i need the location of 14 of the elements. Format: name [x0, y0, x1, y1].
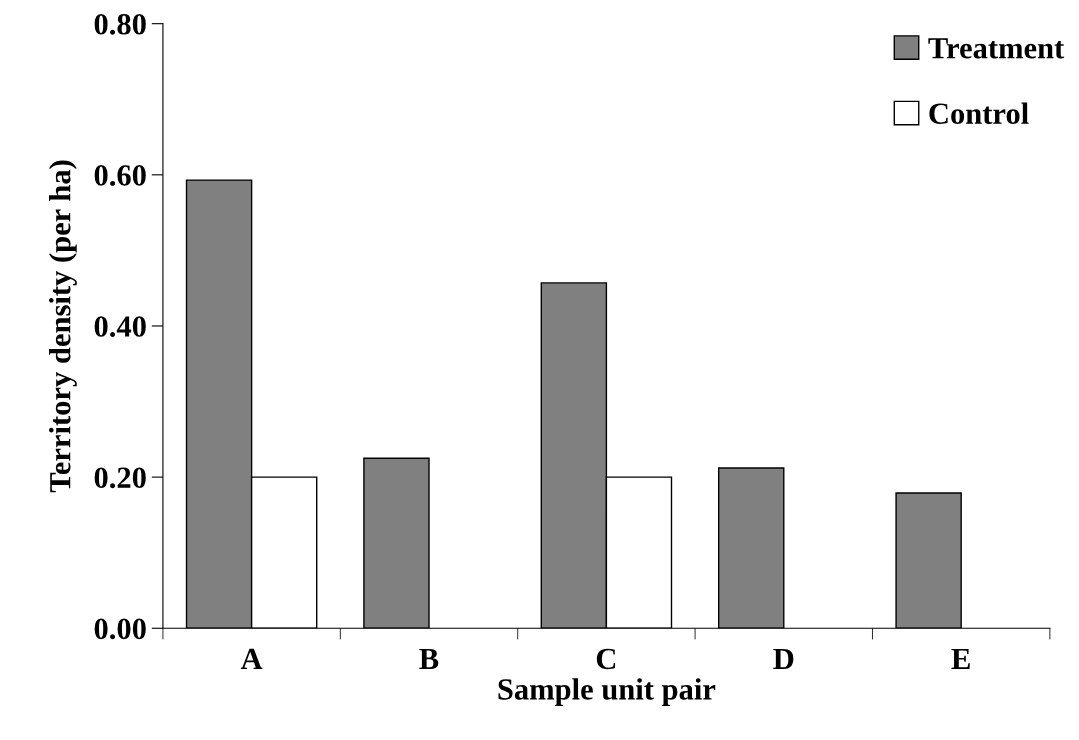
y-tick-label: 0.60	[94, 165, 146, 186]
x-tick-label: C	[596, 648, 616, 670]
x-tick-label: A	[240, 648, 263, 669]
x-tick-label: E	[951, 648, 970, 669]
y-tick-label: 0.40	[94, 316, 146, 338]
x-axis-title: Sample unit pair	[498, 678, 716, 706]
legend-label: Control	[929, 102, 1029, 124]
x-tick-label: D	[773, 648, 794, 669]
y-tick-label: 0.00	[94, 618, 146, 640]
legend-label: Treatment	[928, 38, 1065, 59]
y-tick-label: 0.80	[94, 13, 146, 35]
x-tick-label: B	[419, 648, 439, 669]
y-tick-label: 0.20	[94, 467, 146, 489]
y-axis-title: Territory density (per ha)	[49, 160, 77, 493]
